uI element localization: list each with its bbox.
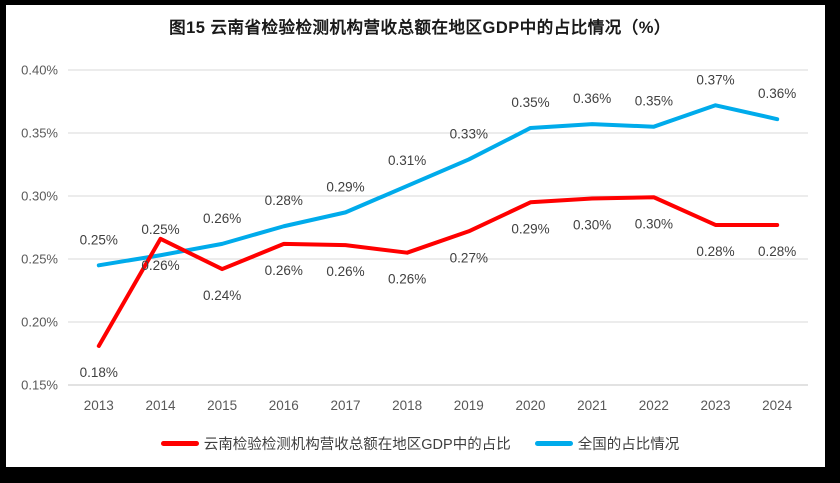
data-label: 0.36% bbox=[573, 91, 611, 106]
x-axis-label: 2015 bbox=[207, 398, 237, 413]
legend-label-yunnan: 云南检验检测机构营收总额在地区GDP中的占比 bbox=[203, 436, 511, 453]
legend: 云南检验检测机构营收总额在地区GDP中的占比 全国的占比情况 bbox=[0, 433, 840, 453]
x-axis-label: 2016 bbox=[269, 398, 299, 413]
legend-swatch-blue-line bbox=[534, 440, 573, 446]
y-tick-label: 0.35% bbox=[21, 126, 58, 141]
data-label: 0.26% bbox=[265, 263, 303, 278]
legend-item-yunnan: 云南检验检测机构营收总额在地区GDP中的占比 bbox=[160, 433, 511, 454]
data-label: 0.25% bbox=[80, 232, 118, 247]
x-axis-label: 2019 bbox=[454, 398, 484, 413]
data-label: 0.28% bbox=[696, 244, 734, 259]
y-tick-label: 0.40% bbox=[21, 63, 58, 78]
chart-title: 图15 云南省检验检测机构营收总额在地区GDP中的占比情况（%） bbox=[169, 19, 671, 37]
x-axis-label: 2018 bbox=[392, 398, 422, 413]
series-line-national bbox=[96, 103, 780, 268]
x-axis-label: 2023 bbox=[700, 398, 730, 413]
chart-panel bbox=[6, 5, 825, 467]
data-label: 0.29% bbox=[511, 221, 549, 236]
x-axis-label: 2024 bbox=[762, 398, 793, 413]
data-label: 0.26% bbox=[326, 264, 364, 279]
data-label: 0.28% bbox=[758, 244, 796, 259]
y-tick-label: 0.20% bbox=[21, 315, 58, 330]
x-axis-label: 2014 bbox=[145, 398, 176, 413]
x-axis-label: 2017 bbox=[330, 398, 360, 413]
data-label: 0.26% bbox=[203, 211, 241, 226]
data-label: 0.27% bbox=[450, 250, 488, 265]
legend-label-national: 全国的占比情况 bbox=[577, 436, 680, 453]
data-label: 0.35% bbox=[511, 95, 549, 110]
x-axis-label: 2021 bbox=[577, 398, 607, 413]
data-label: 0.37% bbox=[696, 72, 734, 87]
y-tick-label: 0.30% bbox=[21, 189, 58, 204]
series-line-yunnan bbox=[96, 195, 780, 348]
data-label: 0.35% bbox=[635, 94, 673, 109]
x-axis-label: 2022 bbox=[639, 398, 669, 413]
x-axis-label: 2020 bbox=[515, 398, 545, 413]
data-label: 0.28% bbox=[265, 193, 303, 208]
data-label: 0.30% bbox=[573, 218, 611, 233]
x-axis-label: 2013 bbox=[84, 398, 114, 413]
data-label: 0.18% bbox=[80, 365, 118, 380]
data-label: 0.33% bbox=[450, 126, 488, 141]
data-label: 0.31% bbox=[388, 153, 426, 168]
legend-item-national: 全国的占比情况 bbox=[534, 433, 680, 454]
y-tick-label: 0.15% bbox=[21, 378, 58, 393]
data-label: 0.25% bbox=[141, 222, 179, 237]
data-label: 0.26% bbox=[388, 272, 426, 287]
legend-swatch-red-line bbox=[160, 440, 199, 446]
data-label: 0.29% bbox=[326, 179, 364, 194]
data-label: 0.30% bbox=[635, 216, 673, 231]
data-label: 0.24% bbox=[203, 288, 241, 303]
data-label: 0.36% bbox=[758, 86, 796, 101]
y-tick-label: 0.25% bbox=[21, 252, 58, 267]
data-label: 0.26% bbox=[141, 258, 179, 273]
